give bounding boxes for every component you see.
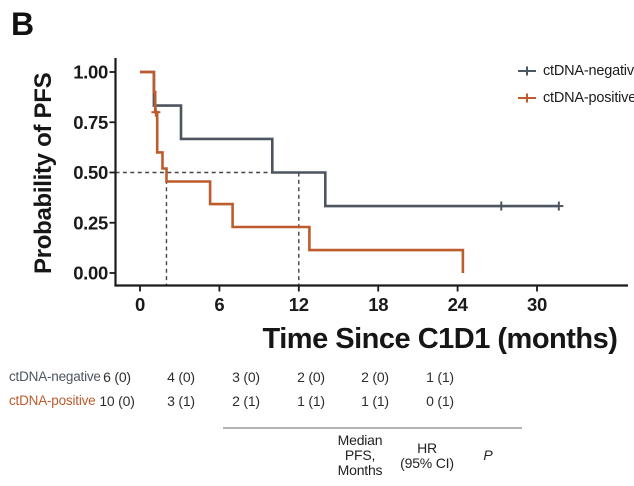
line-plus-icon	[518, 93, 536, 103]
legend: ctDNA-negative ctDNA-positive	[517, 61, 634, 115]
y-tick-label: 1.00	[73, 62, 108, 83]
risk-value: 3 (0)	[232, 369, 260, 385]
risk-value: 3 (1)	[167, 393, 195, 409]
risk-value: 10 (0)	[99, 393, 135, 409]
legend-entry-negative: ctDNA-negative	[517, 61, 634, 81]
curve-ctDNA-negative	[140, 70, 559, 208]
risk-value: 1 (1)	[361, 393, 389, 409]
risk-row-label-negative: ctDNA-negative	[9, 369, 101, 384]
risk-row-label-positive: ctDNA-positive	[9, 393, 96, 408]
y-tick-label: 0.00	[73, 263, 108, 284]
axis-tick-marks	[109, 71, 538, 292]
y-axis-title: Probability of PFS	[30, 72, 57, 274]
y-tick-label: 0.50	[73, 162, 108, 183]
line-plus-icon	[518, 66, 536, 76]
risk-value: 4 (0)	[167, 369, 195, 385]
table-rule	[223, 427, 522, 429]
curve-ctDNA-positive	[140, 70, 465, 273]
legend-label-negative: ctDNA-negative	[543, 63, 634, 79]
legend-label-positive: ctDNA-positive	[543, 90, 634, 106]
km-plot: 0 6 12 18 24 30 1.00 0.75 0.50 0.25 0.00	[73, 58, 628, 316]
risk-value: 2 (0)	[297, 369, 325, 385]
risk-value: 6 (0)	[103, 369, 131, 385]
axis-tick-labels: 0 6 12 18 24 30 1.00 0.75 0.50 0.25 0.00	[73, 62, 547, 316]
risk-value: 0 (1)	[426, 393, 454, 409]
risk-value: 1 (1)	[297, 393, 325, 409]
risk-value: 2 (0)	[361, 369, 389, 385]
x-tick-label: 18	[368, 294, 388, 315]
results-col-hr: HR (95% CI)	[400, 440, 454, 471]
x-tick-label: 6	[214, 294, 224, 315]
median-reference-lines	[115, 171, 300, 285]
survival-curves	[140, 70, 559, 273]
x-tick-label: 0	[135, 294, 145, 315]
x-tick-label: 30	[527, 294, 547, 315]
legend-entry-positive: ctDNA-positive	[517, 88, 634, 108]
risk-value: 2 (1)	[232, 393, 260, 409]
risk-value: 1 (1)	[426, 369, 454, 385]
results-col-median-pfs: Median PFS, Months	[337, 432, 383, 478]
y-tick-label: 0.75	[73, 112, 108, 133]
x-tick-label: 12	[289, 294, 309, 315]
y-tick-label: 0.25	[73, 212, 108, 233]
results-col-p: P	[483, 447, 493, 463]
x-axis-title: Time Since C1D1 (months)	[262, 323, 618, 355]
x-tick-label: 24	[448, 294, 469, 315]
panel-label: B	[11, 6, 35, 42]
censor-marks	[151, 107, 564, 211]
